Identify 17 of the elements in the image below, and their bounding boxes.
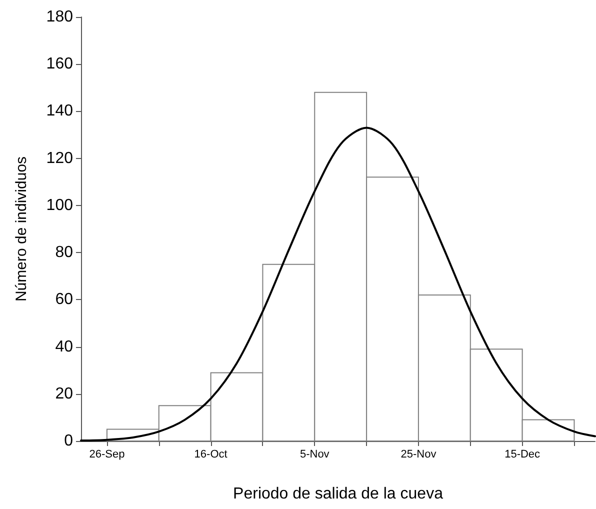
y-tick-label: 40 (55, 338, 74, 356)
x-tick-label: 26-Sep (89, 448, 125, 460)
y-tick-label: 60 (55, 291, 74, 308)
y-tick-label: 120 (46, 150, 74, 167)
y-tick-label: 140 (46, 102, 74, 120)
y-tick-label: 80 (55, 244, 74, 262)
x-tick-label: 5-Nov (300, 448, 330, 460)
y-tick-label: 160 (46, 56, 74, 73)
x-tick-label: 25-Nov (400, 448, 437, 460)
y-tick-label: 20 (55, 385, 74, 402)
x-tick-label: 15-Dec (504, 448, 541, 460)
y-tick-label: 0 (64, 432, 74, 450)
y-tick-label: 100 (46, 196, 74, 214)
x-axis-title: Periodo de salida de la cueva (233, 486, 444, 502)
y-tick-label: 180 (46, 8, 74, 26)
y-axis-title: Número de individuos (13, 156, 30, 302)
x-tick-label: 16-Oct (194, 448, 228, 460)
